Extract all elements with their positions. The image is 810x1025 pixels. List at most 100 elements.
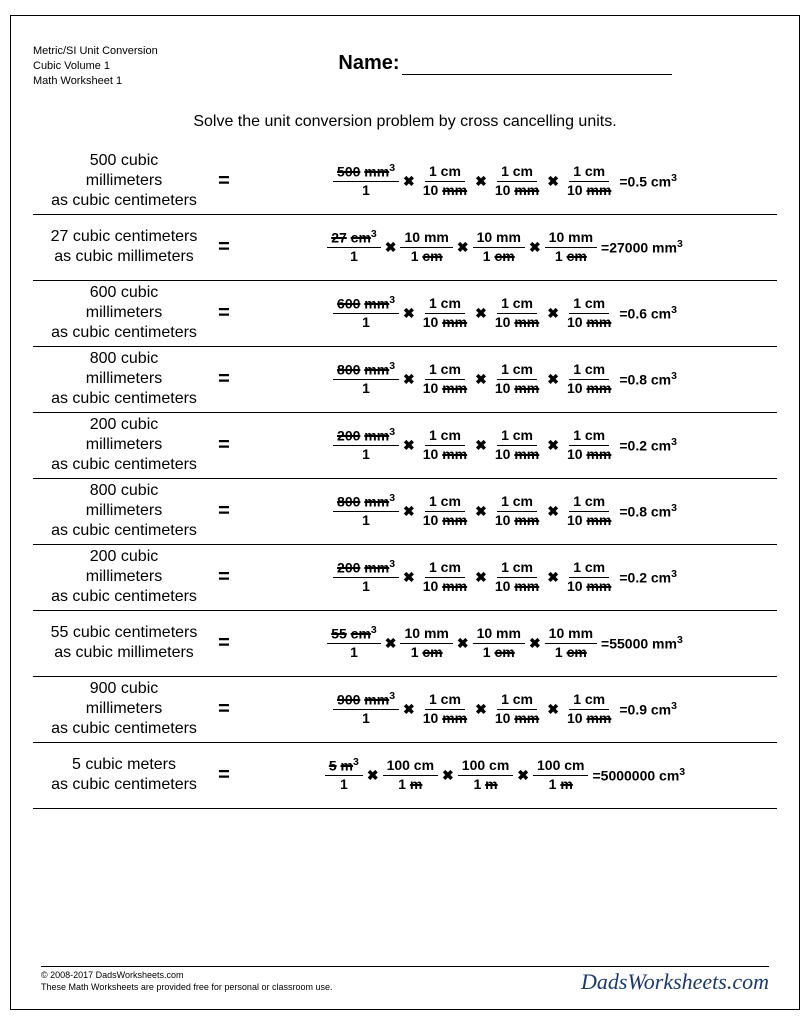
problem-row: 5 cubic metersas cubic centimeters=5 m31…: [33, 743, 777, 809]
multiply-icon: ✖: [456, 239, 470, 256]
problem-prompt: 200 cubicmillimetersas cubic centimeters: [33, 413, 215, 477]
conversion-fraction: 1 cm10 mm: [563, 428, 615, 462]
problem-row: 900 cubicmillimetersas cubic centimeters…: [33, 677, 777, 743]
name-field: Name:: [233, 44, 777, 75]
result: =0.8 cm3: [618, 370, 677, 388]
problem-prompt: 27 cubic centimetersas cubic millimeters: [33, 225, 215, 269]
multiply-icon: ✖: [402, 173, 416, 190]
multiply-icon: ✖: [402, 569, 416, 586]
conversion-fraction: 1 cm10 mm: [491, 296, 543, 330]
problem-prompt: 900 cubicmillimetersas cubic centimeters: [33, 677, 215, 741]
multiply-icon: ✖: [528, 635, 542, 652]
problem-row: 55 cubic centimetersas cubic millimeters…: [33, 611, 777, 677]
start-fraction: 900 mm31: [333, 691, 399, 726]
multiply-icon: ✖: [402, 701, 416, 718]
conversion-fraction: 1 cm10 mm: [419, 164, 471, 198]
conversion-fraction: 1 cm10 mm: [419, 494, 471, 528]
equals-sign: =: [215, 302, 233, 325]
conversion-fraction: 10 mm1 cm: [400, 626, 452, 660]
conversion-fraction: 1 cm10 mm: [563, 692, 615, 726]
start-fraction: 27 cm31: [327, 229, 381, 264]
conversion-fraction: 100 cm1 m: [533, 758, 588, 792]
multiply-icon: ✖: [441, 767, 455, 784]
problem-work: 800 mm31✖1 cm10 mm✖1 cm10 mm✖1 cm10 mm=0…: [233, 357, 777, 400]
problem-row: 200 cubicmillimetersas cubic centimeters…: [33, 413, 777, 479]
footer-note: These Math Worksheets are provided free …: [41, 982, 332, 994]
problem-prompt: 200 cubicmillimetersas cubic centimeters: [33, 545, 215, 609]
conversion-fraction: 1 cm10 mm: [563, 560, 615, 594]
problem-prompt: 500 cubicmillimetersas cubic centimeters: [33, 149, 215, 213]
result: =0.2 cm3: [618, 436, 677, 454]
problem-prompt: 800 cubicmillimetersas cubic centimeters: [33, 479, 215, 543]
multiply-icon: ✖: [546, 305, 560, 322]
problem-work: 55 cm31✖10 mm1 cm✖10 mm1 cm✖10 mm1 cm=55…: [233, 621, 777, 664]
start-fraction: 5 m31: [325, 757, 363, 792]
result: =0.2 cm3: [618, 568, 677, 586]
instructions: Solve the unit conversion problem by cro…: [33, 113, 777, 131]
start-fraction: 500 mm31: [333, 163, 399, 198]
problem-row: 500 cubicmillimetersas cubic centimeters…: [33, 149, 777, 215]
multiply-icon: ✖: [384, 635, 398, 652]
multiply-icon: ✖: [546, 569, 560, 586]
equals-sign: =: [215, 632, 233, 655]
equals-sign: =: [215, 500, 233, 523]
start-fraction: 200 mm31: [333, 427, 399, 462]
multiply-icon: ✖: [546, 371, 560, 388]
problem-work: 600 mm31✖1 cm10 mm✖1 cm10 mm✖1 cm10 mm=0…: [233, 291, 777, 334]
multiply-icon: ✖: [402, 371, 416, 388]
conversion-fraction: 1 cm10 mm: [419, 296, 471, 330]
start-fraction: 800 mm31: [333, 493, 399, 528]
problem-row: 800 cubicmillimetersas cubic centimeters…: [33, 479, 777, 545]
multiply-icon: ✖: [474, 173, 488, 190]
problem-prompt: 600 cubicmillimetersas cubic centimeters: [33, 281, 215, 345]
problem-prompt: 5 cubic metersas cubic centimeters: [33, 753, 215, 797]
meta-line-3: Math Worksheet 1: [33, 74, 233, 89]
problem-work: 5 m31✖100 cm1 m✖100 cm1 m✖100 cm1 m=5000…: [233, 753, 777, 796]
result: =0.6 cm3: [618, 304, 677, 322]
multiply-icon: ✖: [366, 767, 380, 784]
multiply-icon: ✖: [456, 635, 470, 652]
name-blank-line[interactable]: [402, 74, 672, 75]
brand-logo: DadsWorksheets.com: [581, 969, 769, 995]
equals-sign: =: [215, 698, 233, 721]
problem-work: 200 mm31✖1 cm10 mm✖1 cm10 mm✖1 cm10 mm=0…: [233, 423, 777, 466]
conversion-fraction: 1 cm10 mm: [419, 428, 471, 462]
result: =55000 mm3: [600, 634, 683, 652]
conversion-fraction: 1 cm10 mm: [563, 362, 615, 396]
multiply-icon: ✖: [474, 437, 488, 454]
conversion-fraction: 10 mm1 cm: [473, 626, 525, 660]
conversion-fraction: 1 cm10 mm: [563, 494, 615, 528]
conversion-fraction: 1 cm10 mm: [491, 560, 543, 594]
worksheet-page: Metric/SI Unit Conversion Cubic Volume 1…: [10, 15, 800, 1010]
multiply-icon: ✖: [402, 437, 416, 454]
start-fraction: 800 mm31: [333, 361, 399, 396]
worksheet-meta: Metric/SI Unit Conversion Cubic Volume 1…: [33, 44, 233, 89]
multiply-icon: ✖: [546, 437, 560, 454]
conversion-fraction: 1 cm10 mm: [419, 692, 471, 726]
conversion-fraction: 100 cm1 m: [458, 758, 513, 792]
problem-work: 200 mm31✖1 cm10 mm✖1 cm10 mm✖1 cm10 mm=0…: [233, 555, 777, 598]
multiply-icon: ✖: [474, 371, 488, 388]
equals-sign: =: [215, 764, 233, 787]
equals-sign: =: [215, 368, 233, 391]
start-fraction: 55 cm31: [327, 625, 381, 660]
start-fraction: 200 mm31: [333, 559, 399, 594]
footer-text: © 2008-2017 DadsWorksheets.com These Mat…: [41, 970, 332, 993]
result: =0.8 cm3: [618, 502, 677, 520]
result: =0.9 cm3: [618, 700, 677, 718]
equals-sign: =: [215, 170, 233, 193]
name-label: Name:: [338, 52, 399, 74]
conversion-fraction: 10 mm1 cm: [545, 230, 597, 264]
multiply-icon: ✖: [546, 701, 560, 718]
conversion-fraction: 10 mm1 cm: [473, 230, 525, 264]
result: =0.5 cm3: [618, 172, 677, 190]
multiply-icon: ✖: [402, 503, 416, 520]
multiply-icon: ✖: [384, 239, 398, 256]
copyright: © 2008-2017 DadsWorksheets.com: [41, 970, 332, 982]
problem-row: 200 cubicmillimetersas cubic centimeters…: [33, 545, 777, 611]
conversion-fraction: 1 cm10 mm: [491, 494, 543, 528]
problems-table: 500 cubicmillimetersas cubic centimeters…: [33, 149, 777, 809]
conversion-fraction: 1 cm10 mm: [491, 692, 543, 726]
multiply-icon: ✖: [402, 305, 416, 322]
problem-row: 27 cubic centimetersas cubic millimeters…: [33, 215, 777, 281]
